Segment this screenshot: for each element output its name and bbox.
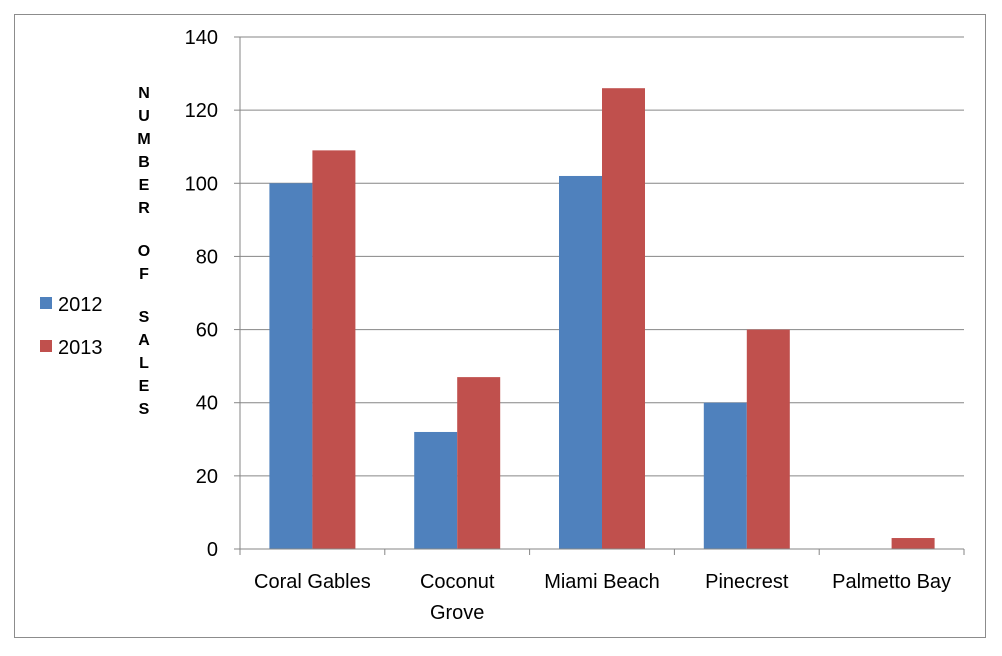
x-category-label: Coral Gables [254, 571, 371, 593]
y-axis-label-letter: N [138, 85, 150, 102]
y-tick-label: 40 [196, 393, 218, 415]
y-axis-label-letter: L [139, 355, 149, 372]
y-axis-label-letter: S [139, 401, 150, 418]
x-category-label: Grove [430, 602, 484, 624]
y-axis-label-letter: E [139, 378, 150, 395]
y-axis-label-letter: R [138, 200, 150, 217]
bar-2013-1 [457, 377, 501, 549]
y-tick-label: 0 [207, 539, 218, 561]
y-tick-label: 140 [185, 27, 218, 49]
y-axis-ticks: 0 20 40 60 80 100 120 140 [185, 27, 241, 561]
legend-swatch-2013 [40, 340, 52, 352]
y-axis-label-letter: O [138, 243, 150, 260]
y-axis-label-letter: S [139, 309, 150, 326]
y-tick-label: 80 [196, 246, 218, 268]
y-tick-label: 120 [185, 100, 218, 122]
y-axis-label-letter: A [138, 332, 150, 349]
y-tick-label: 20 [196, 466, 218, 488]
x-axis-categories: Coral Gables Coconut Grove Miami Beach Pinec… [254, 571, 951, 624]
x-axis [239, 548, 965, 555]
bar-2012-3 [703, 402, 747, 549]
bar-2013-4 [891, 538, 935, 549]
bar-2012-2 [559, 175, 602, 549]
y-tick-label: 60 [196, 320, 218, 342]
y-axis-label-letter: F [139, 266, 149, 283]
legend-swatch-2012 [40, 297, 52, 309]
bar-2013-2 [602, 88, 645, 549]
bar-2012-0 [269, 183, 313, 550]
bar-2013-3 [746, 329, 790, 549]
y-tick-label: 100 [185, 173, 218, 195]
legend-label-2013: 2013 [58, 337, 103, 359]
bars [269, 88, 935, 550]
y-axis-label-letter: M [137, 131, 150, 148]
x-category-label: Coconut [420, 571, 495, 593]
y-axis-label-letter: U [138, 108, 150, 125]
bar-2012-1 [414, 431, 458, 549]
x-category-label: Pinecrest [705, 571, 789, 593]
bar-2013-0 [312, 150, 356, 549]
y-axis-label-letter: B [138, 154, 150, 171]
legend: 2012 2013 [40, 294, 103, 359]
y-axis-label-letter: E [139, 177, 150, 194]
x-category-label: Miami Beach [544, 571, 660, 593]
x-category-label: Palmetto Bay [832, 571, 951, 593]
legend-label-2012: 2012 [58, 294, 103, 316]
